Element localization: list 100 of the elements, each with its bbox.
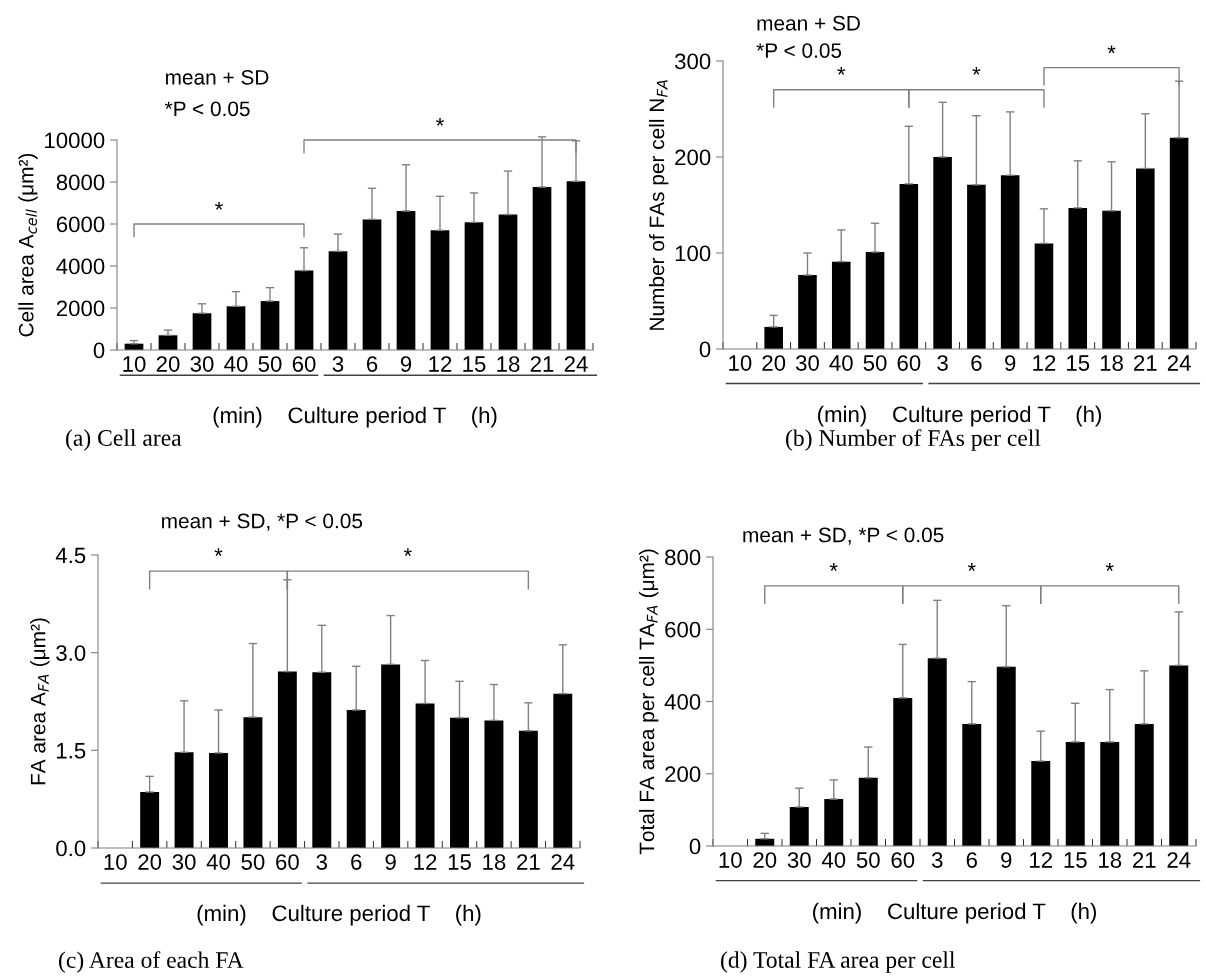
x-tick-label: 50 — [856, 852, 880, 868]
text: (c) Area of each FA — [59, 951, 244, 973]
x-tick-label: 15 — [1067, 355, 1090, 371]
x-tick-label: 18 — [497, 356, 520, 372]
y-tick-label: 4.5 — [55, 547, 86, 564]
text: * — [1107, 45, 1116, 54]
text: * — [436, 118, 444, 126]
x-tick-label: 24 — [1167, 852, 1191, 868]
text: *P < 0.05 — [756, 43, 842, 58]
x-tick-label: 9 — [385, 854, 396, 870]
x-tick-label: 20 — [156, 356, 180, 372]
y-axis-title: FA area A$_{FA}$ (μm²) — [30, 618, 50, 785]
x-tick-label: 12 — [429, 356, 452, 372]
x-tick-label: 10 — [729, 355, 752, 371]
x-tick-label: 20 — [762, 355, 786, 371]
annotation: * — [403, 548, 412, 557]
x-tick-label: 12 — [1030, 852, 1052, 868]
y-tick-label: 400 — [664, 694, 701, 710]
x-tick-label: 10 — [123, 356, 146, 372]
y-tick-label: 8000 — [56, 174, 105, 191]
y-tick-label: 200 — [665, 766, 701, 783]
x-tick-label: 30 — [787, 852, 811, 868]
y-tick-label: 200 — [675, 149, 711, 166]
x-axis-title: (min) Culture period T (h) — [813, 902, 1096, 924]
x-tick-label: 24 — [1167, 355, 1191, 371]
x-tick-label: 6 — [971, 355, 982, 371]
x-tick-label: 40 — [206, 854, 230, 870]
x-tick-label: 40 — [224, 356, 248, 372]
x-tick-label: 3 — [937, 355, 948, 371]
x-tick-label: 10 — [719, 852, 742, 868]
annotation: * — [1105, 563, 1114, 571]
y-tick-label: 6000 — [56, 216, 105, 233]
y-tick-label: 0 — [699, 341, 711, 358]
annotation: * — [214, 548, 223, 557]
x-tick-label: 40 — [829, 355, 853, 371]
x-tick-label: 24 — [564, 356, 588, 372]
y-axis-title: Total FA area per cell TA$_{FA}$ (μm²) — [638, 549, 659, 855]
x-tick-label: 60 — [891, 852, 915, 868]
y-tick-label: 10000 — [45, 132, 105, 149]
annotation: * — [829, 563, 838, 571]
text: *P < 0.05 — [164, 101, 250, 117]
x-tick-label: 12 — [414, 854, 437, 870]
y-tick-label: 0 — [689, 838, 701, 855]
x-tick-label: 50 — [241, 854, 265, 870]
x-axis-title: (min) Culture period T (h) — [213, 406, 497, 428]
y-tick-label: 1.5 — [57, 743, 86, 759]
text: mean + SD — [757, 15, 860, 31]
x-tick-label: 9 — [1005, 355, 1016, 371]
x-tick-label: 15 — [448, 854, 471, 870]
x-tick-label: 21 — [1134, 355, 1157, 371]
x-tick-label: 9 — [400, 356, 412, 372]
x-tick-label: 50 — [863, 355, 887, 371]
x-axis-title: (min) Culture period T (h) — [197, 904, 481, 926]
x-tick-label: 21 — [1133, 852, 1156, 868]
y-tick-label: 3.0 — [56, 645, 86, 661]
x-tick-label: 40 — [821, 852, 846, 868]
x-tick-label: 3 — [931, 852, 943, 868]
x-tick-label: 6 — [966, 852, 977, 868]
y-tick-label: 0 — [93, 342, 105, 359]
annotation: * — [967, 563, 976, 571]
y-axis-title: Number of FAs per cell N$_{FA}$ — [648, 80, 669, 330]
y-tick-label: 100 — [675, 245, 711, 262]
x-tick-label: 6 — [351, 854, 362, 870]
x-tick-label: 20 — [138, 854, 162, 870]
annotation: * — [972, 67, 981, 75]
y-tick-label: 2000 — [56, 300, 105, 317]
y-tick-label: 300 — [674, 53, 711, 70]
x-axis-title: (min) Culture period T (h) — [818, 405, 1101, 427]
x-tick-label: 18 — [1100, 355, 1123, 371]
text: (b) Number of FAs per cell — [786, 429, 1041, 451]
y-tick-label: 600 — [665, 621, 701, 638]
x-tick-label: 3 — [316, 854, 327, 870]
x-tick-label: 60 — [276, 854, 299, 870]
y-axis-title: Cell area A$_{cell}$ (μm²) — [18, 153, 38, 337]
x-tick-label: 18 — [1099, 852, 1122, 868]
x-tick-label: 30 — [190, 356, 214, 372]
text: mean + SD, *P < 0.05 — [162, 513, 363, 531]
x-tick-label: 10 — [104, 854, 127, 870]
annotation: * — [215, 202, 223, 210]
x-tick-label: 30 — [172, 854, 196, 870]
x-tick-label: 24 — [551, 854, 575, 870]
x-tick-label: 6 — [366, 356, 378, 372]
x-tick-label: 21 — [517, 854, 540, 870]
y-tick-label: 4000 — [56, 258, 105, 275]
x-tick-label: 15 — [1064, 852, 1087, 868]
x-tick-label: 18 — [483, 854, 506, 870]
x-tick-label: 12 — [1033, 355, 1056, 371]
text: (d) Total FA area per cell — [721, 951, 956, 973]
text: (a) Cell area — [66, 429, 182, 451]
text: mean + SD, *P < 0.05 — [743, 527, 944, 545]
x-tick-label: 3 — [332, 356, 344, 372]
text: mean + SD — [165, 69, 269, 85]
x-tick-label: 30 — [795, 355, 819, 371]
x-tick-label: 60 — [897, 355, 921, 371]
x-tick-label: 15 — [463, 356, 486, 372]
x-tick-label: 20 — [753, 852, 777, 868]
y-tick-label: 800 — [665, 549, 701, 566]
annotation: * — [837, 67, 846, 75]
x-tick-label: 60 — [292, 356, 316, 372]
x-tick-label: 9 — [1001, 852, 1012, 868]
